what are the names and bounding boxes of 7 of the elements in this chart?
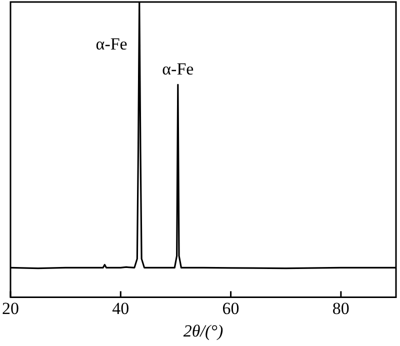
x-axis-title: 2θ/(°) [183,321,224,340]
x-tick-label: 40 [112,298,130,318]
annotation: α-Fe [96,34,128,54]
annotation: α-Fe [162,60,194,79]
x-tick-label: 80 [332,298,350,318]
x-tick-label: 60 [222,298,240,318]
x-tick-label: 20 [2,298,19,318]
